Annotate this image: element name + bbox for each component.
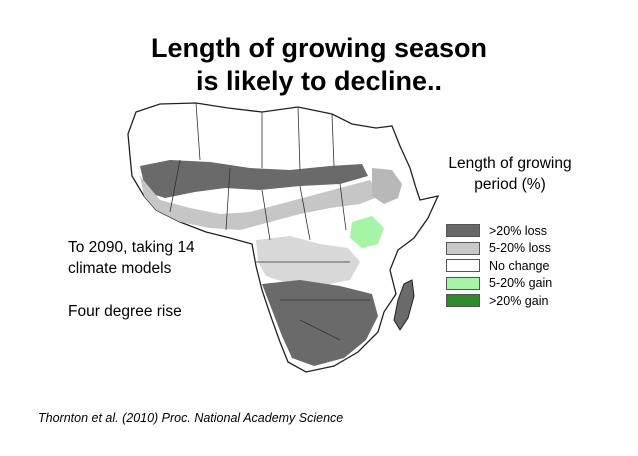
legend-swatch: [446, 259, 480, 273]
notes-line-2: climate models: [68, 260, 172, 277]
legend-label: >20% loss: [489, 223, 548, 238]
legend-item: >20% gain: [446, 292, 552, 310]
country-borders: [169, 102, 370, 341]
legend-swatch: [446, 294, 480, 308]
legend-label: 5-20% loss: [489, 241, 551, 256]
southern-africa-loss-zone: [262, 280, 378, 366]
legend-swatch: [446, 276, 480, 290]
legend-item: >20% loss: [446, 222, 552, 240]
legend-label: 5-20% gain: [489, 276, 553, 291]
title-line-1: Length of growing season: [151, 33, 487, 63]
east-africa-gain-zone: [350, 216, 384, 248]
legend-title-line-2: period (%): [474, 176, 546, 193]
legend-label: >20% gain: [489, 293, 549, 308]
legend-item: 5-20% gain: [446, 275, 552, 293]
notes-warming: Four degree rise: [68, 301, 182, 322]
legend-label: No change: [489, 258, 550, 273]
legend-item: No change: [446, 257, 552, 275]
slide-title: Length of growing season is likely to de…: [0, 32, 638, 98]
madagascar: [393, 279, 415, 331]
central-africa-loss-zone: [256, 236, 360, 286]
east-africa-loss-zone: [372, 168, 402, 204]
sahel-loss-zone: [140, 160, 368, 198]
legend-swatch: [446, 224, 480, 238]
legend: >20% loss 5-20% loss No change 5-20% gai…: [446, 222, 552, 310]
legend-swatch: [446, 241, 480, 255]
legend-item: 5-20% loss: [446, 240, 552, 258]
notes-line-1: To 2090, taking 14: [68, 239, 195, 256]
legend-title-line-1: Length of growing: [448, 155, 572, 172]
notes-line-3: Four degree rise: [68, 303, 182, 320]
title-line-2: is likely to decline..: [195, 66, 443, 96]
legend-title: Length of growing period (%): [430, 153, 590, 195]
citation: Thornton et al. (2010) Proc. National Ac…: [38, 411, 344, 425]
notes-timeframe: To 2090, taking 14 climate models: [68, 237, 195, 279]
west-africa-loss-zone: [140, 176, 380, 230]
